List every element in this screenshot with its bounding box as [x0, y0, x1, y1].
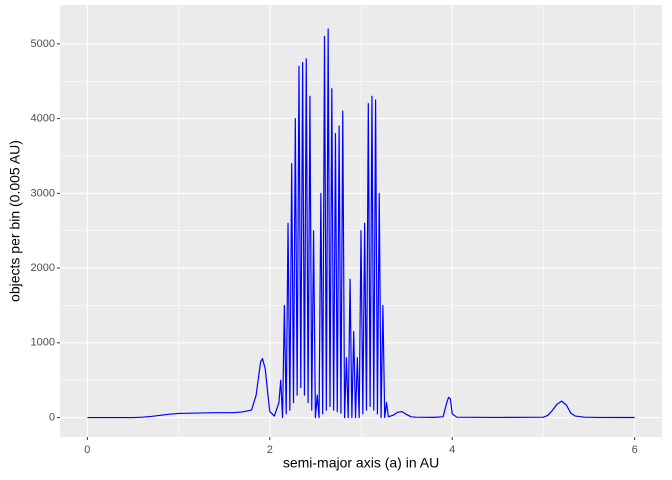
y-tick-label: 0 [49, 411, 55, 423]
x-tick-label: 4 [449, 444, 455, 456]
y-axis-title: objects per bin (0.005 AU) [7, 140, 23, 302]
y-tick-label: 4000 [31, 113, 55, 125]
y-tick-label: 3000 [31, 187, 55, 199]
x-axis-title: semi-major axis (a) in AU [283, 455, 439, 471]
x-tick-label: 2 [267, 444, 273, 456]
y-tick-label: 1000 [31, 337, 55, 349]
y-tick-label: 2000 [31, 262, 55, 274]
x-tick-label: 0 [84, 444, 90, 456]
x-tick-label: 6 [632, 444, 638, 456]
y-tick-label: 5000 [31, 38, 55, 50]
data-line [87, 28, 635, 419]
